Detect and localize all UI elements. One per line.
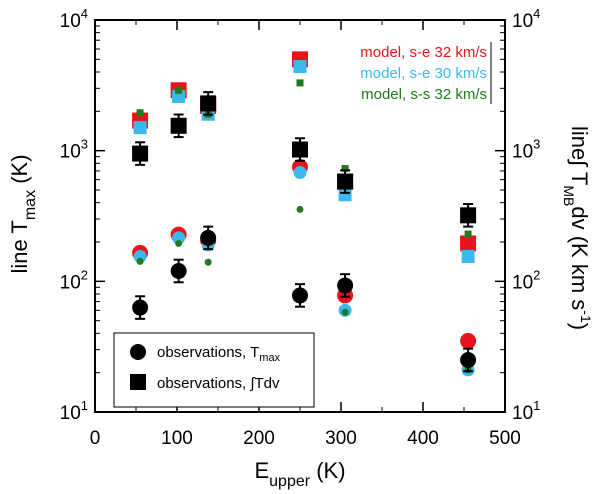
- legend-label-obs-tmax: observations, Tmax: [157, 344, 281, 364]
- data-marks: [132, 51, 477, 377]
- data-point-square: [293, 60, 307, 74]
- data-point-square: [175, 86, 183, 94]
- legend-label-model-se-30: model, s-e 30 km/s: [360, 65, 487, 82]
- data-point-square: [338, 188, 352, 202]
- data-point-square: [460, 235, 477, 252]
- data-point-circle: [204, 258, 212, 266]
- data-point-circle: [293, 166, 307, 180]
- y-axis-title-left: line Tmax (K): [7, 154, 39, 273]
- data-point-circle: [132, 299, 149, 316]
- data-point-circle: [296, 205, 304, 213]
- y-tick-label-right: 102: [512, 267, 540, 293]
- model-legend: model, s-e 32 km/s model, s-e 30 km/s mo…: [360, 42, 492, 104]
- data-point-square: [337, 173, 354, 190]
- legend-label-obs-integrated: observations, ∫Tdv: [157, 375, 280, 392]
- data-point-square: [170, 117, 187, 134]
- data-point-square: [341, 165, 349, 173]
- data-point-circle: [170, 262, 187, 279]
- x-axis-title: Eupper (K): [254, 458, 345, 490]
- plot-frame: [94, 19, 506, 413]
- y-tick-label-right: 104: [512, 6, 540, 32]
- x-tick-label: 100: [161, 428, 193, 449]
- data-point-square: [460, 207, 477, 224]
- x-tick-label: 200: [243, 428, 275, 449]
- y-tick-label-right: 103: [512, 137, 540, 163]
- data-point-circle: [200, 229, 217, 246]
- x-tick-label: 300: [325, 428, 357, 449]
- data-point-circle: [133, 249, 147, 263]
- data-point-square: [461, 249, 475, 263]
- y-tick-label-left: 101: [60, 398, 88, 424]
- data-point-square: [296, 79, 304, 87]
- x-tick-label: 0: [90, 428, 101, 449]
- y-tick-label-left: 103: [60, 137, 88, 163]
- data-point-circle: [292, 287, 308, 304]
- observations-legend: observations, Tmax observations, ∫Tdv: [113, 332, 315, 408]
- y-tick-label-left: 104: [60, 6, 88, 32]
- data-point-square: [136, 109, 144, 117]
- legend-box: [113, 332, 315, 408]
- y-tick-label-right: 101: [512, 398, 540, 424]
- data-point-circle: [136, 257, 144, 265]
- legend-label-model-se-32: model, s-e 32 km/s: [360, 44, 487, 61]
- data-point-circle: [341, 308, 349, 316]
- y-axis-title-right: line∫ TMBdv (K km s-1): [561, 126, 594, 330]
- legend-label-model-ss-32: model, s-s 32 km/s: [361, 86, 487, 103]
- data-point-square: [200, 95, 217, 112]
- data-point-square: [132, 145, 149, 162]
- data-point-circle: [175, 239, 183, 247]
- legend-marker-circle: [130, 344, 146, 360]
- y-tick-label-left: 102: [60, 267, 88, 293]
- x-tick-label: 500: [489, 428, 521, 449]
- data-point-square: [464, 230, 472, 238]
- x-tick-label: 400: [407, 428, 439, 449]
- data-point-circle: [460, 332, 477, 349]
- data-point-circle: [172, 231, 186, 245]
- data-point-square: [133, 121, 147, 135]
- data-point-circle: [460, 352, 477, 369]
- legend-marker-square: [130, 374, 146, 390]
- data-point-square: [292, 141, 308, 158]
- data-point-circle: [337, 277, 354, 294]
